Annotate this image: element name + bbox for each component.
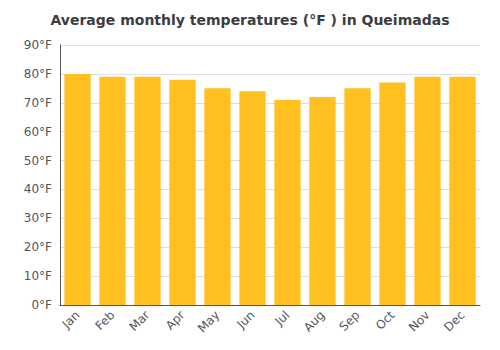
svg-text:Dec: Dec — [441, 308, 467, 334]
svg-text:0°F: 0°F — [31, 298, 52, 312]
svg-text:Nov: Nov — [406, 308, 432, 334]
svg-text:60°F: 60°F — [24, 125, 52, 139]
svg-text:Aug: Aug — [301, 308, 327, 334]
svg-text:30°F: 30°F — [24, 211, 52, 225]
svg-text:10°F: 10°F — [24, 269, 52, 283]
svg-text:Jan: Jan — [59, 308, 83, 332]
svg-text:80°F: 80°F — [24, 67, 52, 81]
svg-text:Jul: Jul — [272, 308, 293, 329]
svg-text:50°F: 50°F — [24, 154, 52, 168]
svg-text:Feb: Feb — [93, 308, 118, 333]
svg-text:Jun: Jun — [234, 308, 258, 332]
svg-text:40°F: 40°F — [24, 182, 52, 196]
svg-text:20°F: 20°F — [24, 240, 52, 254]
svg-text:Average monthly temperatures (: Average monthly temperatures (°F ) in Qu… — [51, 12, 450, 28]
svg-text:70°F: 70°F — [24, 96, 52, 110]
svg-text:Apr: Apr — [163, 308, 188, 333]
svg-text:May: May — [195, 308, 222, 335]
svg-text:Sep: Sep — [337, 308, 363, 334]
svg-text:90°F: 90°F — [24, 38, 52, 52]
svg-text:Oct: Oct — [373, 308, 398, 333]
svg-text:Mar: Mar — [127, 308, 153, 334]
